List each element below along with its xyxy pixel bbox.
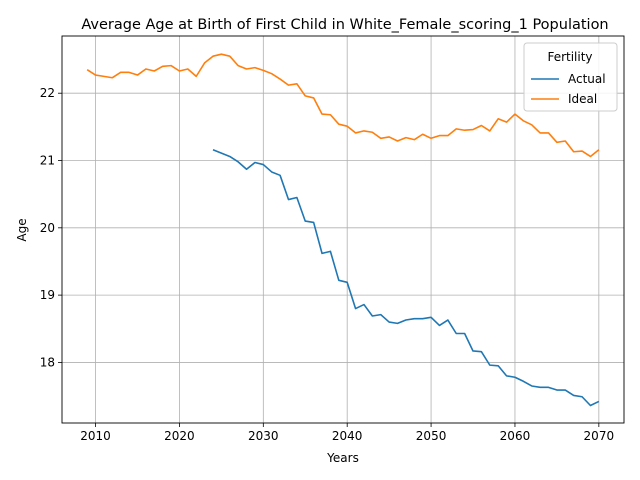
x-tick-label: 2060 xyxy=(500,429,531,443)
x-axis-label: Years xyxy=(326,451,359,465)
y-tick-label: 19 xyxy=(40,288,55,302)
x-tick-label: 2050 xyxy=(416,429,447,443)
plot-area-frame xyxy=(61,35,625,424)
x-axis: 2010 2020 2030 2040 2050 2060 2070 xyxy=(80,423,614,443)
legend-items: Actual Ideal xyxy=(531,72,606,106)
x-tick-label: 2070 xyxy=(584,429,615,443)
series-line-ideal xyxy=(86,53,600,158)
legend-title: Fertility xyxy=(547,50,592,64)
y-tick-label: 21 xyxy=(40,154,55,168)
y-axis: 18 19 20 21 22 xyxy=(40,86,62,369)
series-layer xyxy=(86,53,600,407)
y-axis-label: Age xyxy=(15,218,29,241)
y-tick-label: 22 xyxy=(40,86,55,100)
y-tick-label: 18 xyxy=(40,355,55,369)
x-tick-label: 2020 xyxy=(164,429,195,443)
chart-title: Average Age at Birth of First Child in W… xyxy=(81,17,608,33)
legend-label-ideal: Ideal xyxy=(568,92,597,106)
legend-label-actual: Actual xyxy=(568,72,606,86)
legend: Fertility Actual Ideal xyxy=(523,42,618,112)
y-tick-label: 20 xyxy=(40,221,55,235)
x-tick-label: 2010 xyxy=(80,429,111,443)
x-tick-label: 2030 xyxy=(248,429,279,443)
legend-box xyxy=(523,42,618,112)
grid-lines xyxy=(62,36,624,423)
series-line-actual xyxy=(212,148,600,407)
x-tick-label: 2040 xyxy=(332,429,363,443)
